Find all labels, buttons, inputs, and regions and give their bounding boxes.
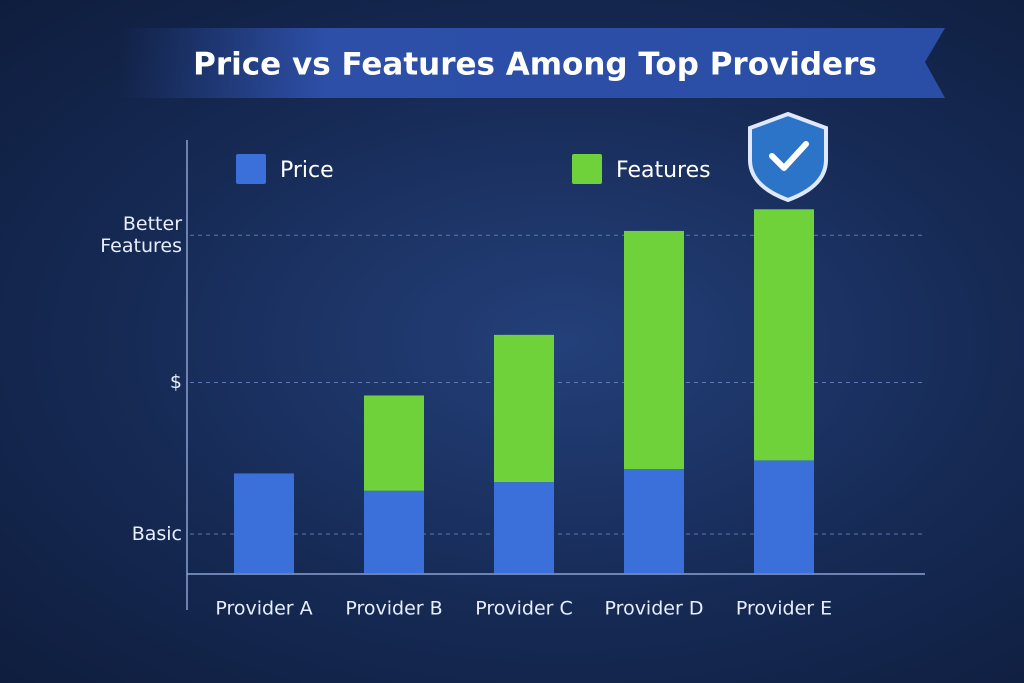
y-tick-label: Better Features <box>100 213 182 258</box>
bar-segment <box>624 469 684 573</box>
x-tick-label: Provider B <box>345 598 442 620</box>
x-tick-label: Provider D <box>605 598 704 620</box>
x-tick-label: Provider C <box>475 598 573 620</box>
bar-segment <box>364 395 424 491</box>
legend-swatch <box>572 154 602 184</box>
bar-segment <box>754 460 814 573</box>
bar-segment <box>624 230 684 470</box>
legend-swatch <box>236 154 266 184</box>
legend-label: Price <box>280 158 334 183</box>
chart-title: Price vs Features Among Top Providers <box>193 47 877 83</box>
y-tick-label: $ <box>169 371 182 394</box>
bar-segment <box>364 490 424 573</box>
bar-segment <box>494 334 554 483</box>
bar-segment <box>754 209 814 461</box>
bar-segment <box>234 473 294 573</box>
legend-label: Features <box>616 158 711 183</box>
y-tick-label: Basic <box>131 523 182 546</box>
shield-icon <box>748 111 828 203</box>
bar-segment <box>494 482 554 573</box>
x-tick-label: Provider E <box>736 598 832 620</box>
title-banner <box>120 28 945 98</box>
x-tick-label: Provider A <box>215 598 312 620</box>
